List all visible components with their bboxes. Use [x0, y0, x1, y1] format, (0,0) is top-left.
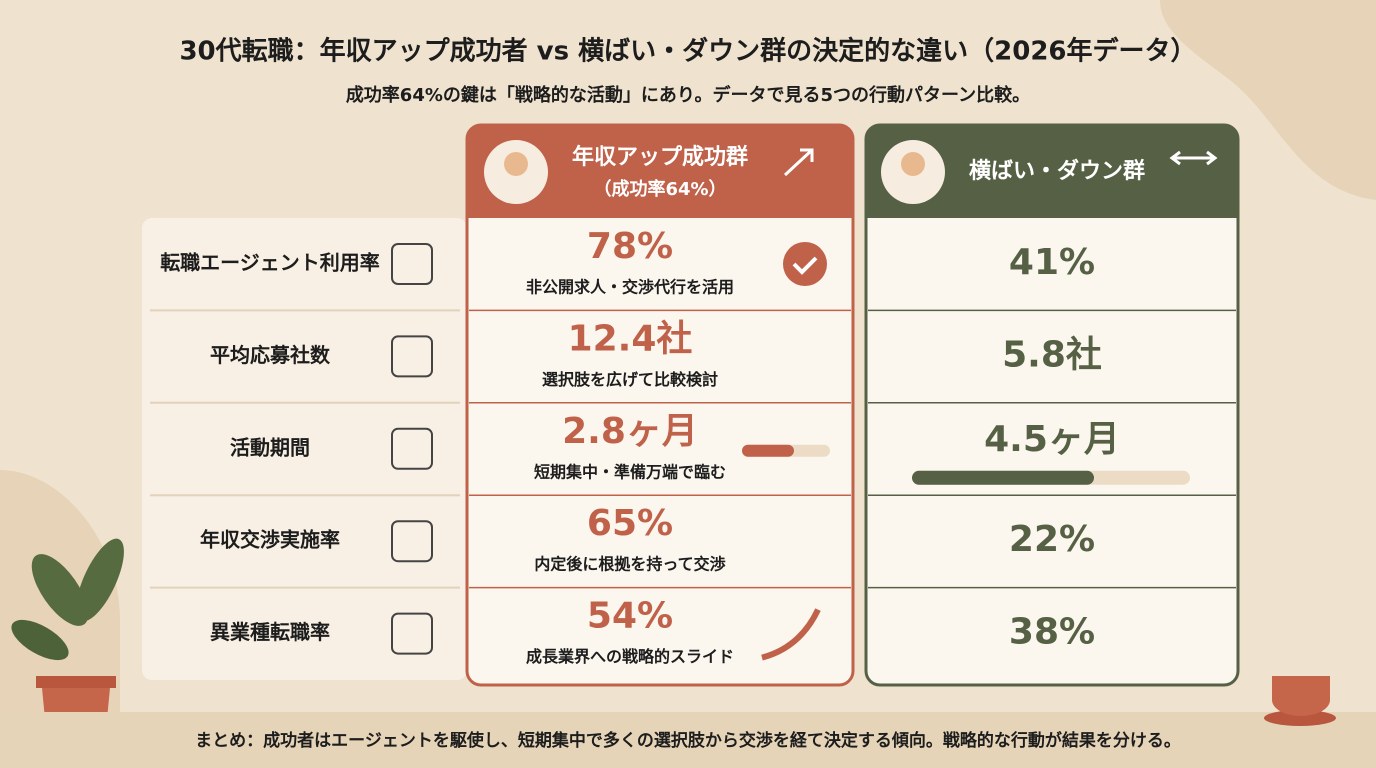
row-label: 年収交渉実施率	[200, 528, 340, 552]
row-icon	[391, 520, 433, 563]
other-title: 横ばい・ダウン群	[969, 158, 1145, 184]
row-icon	[391, 335, 433, 378]
success-note: 非公開求人・交渉代行を活用	[526, 278, 734, 297]
flat-arrow-icon	[1169, 150, 1218, 166]
title: 30代転職：年収アップ成功者 vs 横ばい・ダウン群の決定的な違い（2026年デ…	[179, 36, 1196, 67]
other-value: 5.8社	[1002, 334, 1102, 375]
footer-band	[0, 712, 1376, 768]
avatar-face	[504, 152, 528, 176]
success-note: 短期集中・準備万端で臨む	[534, 462, 726, 481]
other-value: 22%	[1009, 519, 1095, 560]
other-header	[866, 125, 1238, 218]
success-value: 65%	[587, 503, 673, 544]
row-icon	[391, 612, 433, 655]
row-label: 平均応募社数	[210, 343, 331, 367]
bar-fill	[912, 470, 1094, 485]
avatar-face	[901, 152, 925, 176]
success-value: 54%	[587, 596, 673, 637]
row-label: 活動期間	[230, 435, 310, 459]
saucer	[1264, 710, 1336, 726]
label-panel	[142, 218, 467, 680]
success-value: 78%	[587, 226, 673, 267]
success-note: 選択肢を広げて比較検討	[542, 370, 718, 389]
subtitle: 成功率64%の鍵は「戦略的な活動」にあり。データで見る5つの行動パターン比較。	[346, 84, 1030, 106]
success-note: 成長業界への戦略的スライド	[526, 647, 734, 666]
row-label: 転職エージェント利用率	[160, 251, 380, 275]
row-icon	[391, 427, 433, 470]
check-icon	[783, 242, 827, 286]
success-header	[467, 125, 853, 218]
success-note: 内定後に根拠を持って交渉	[534, 555, 725, 574]
success-subtitle: （成功率64%）	[593, 178, 726, 200]
row-icon	[391, 243, 433, 285]
other-value: 41%	[1009, 242, 1095, 283]
leaf	[31, 554, 89, 626]
growth-arrow	[761, 608, 821, 661]
success-title: 年収アップ成功群	[572, 144, 748, 170]
check-mark	[792, 256, 818, 275]
success-value: 12.4社	[568, 318, 693, 359]
row-label: 異業種転職率	[210, 620, 330, 644]
other-value: 4.5ヶ月	[984, 419, 1120, 460]
success-value: 2.8ヶ月	[562, 411, 698, 452]
footer-text: まとめ：成功者はエージェントを駆使し、短期集中で多くの選択肢から交渉を経て決定す…	[195, 730, 1181, 751]
up-arrow-icon	[783, 148, 814, 177]
cup	[1272, 676, 1330, 716]
decor-blob	[1160, 0, 1376, 200]
pot-rim	[36, 676, 116, 688]
bar-fill	[742, 444, 794, 457]
other-value: 38%	[1009, 612, 1095, 653]
leaf	[76, 538, 124, 622]
leaf	[11, 619, 69, 661]
